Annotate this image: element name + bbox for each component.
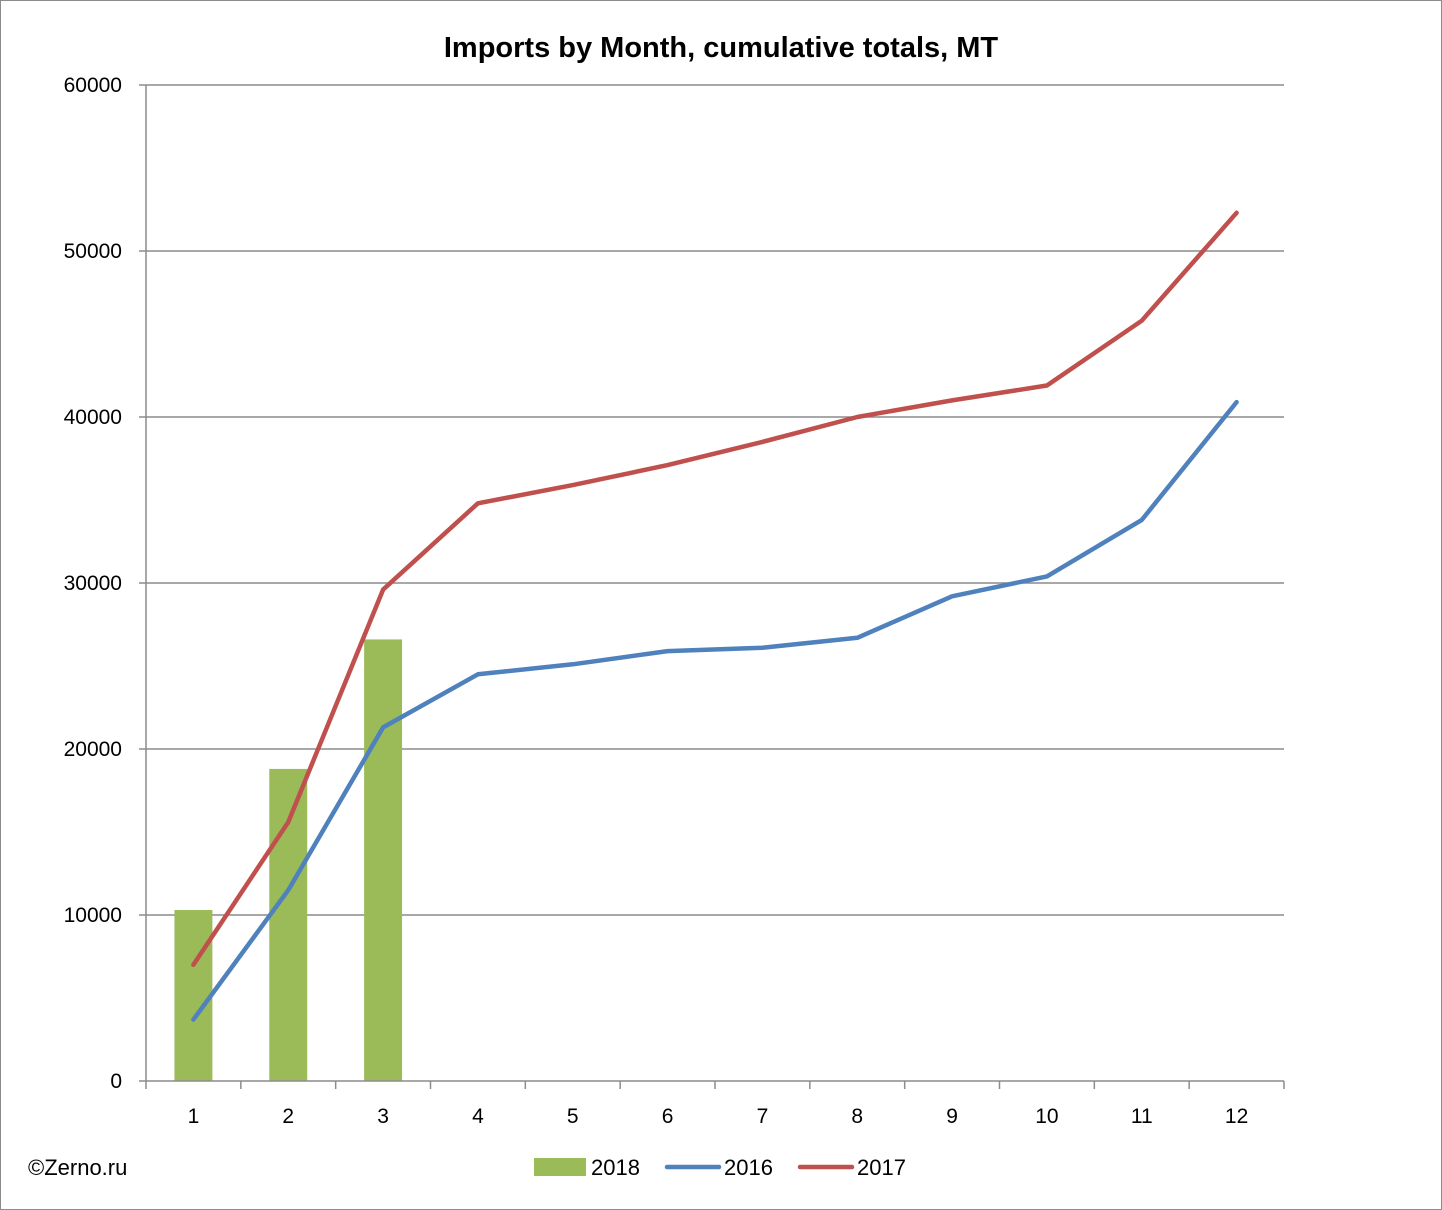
x-axis-ticks: 1 2 3 4 5 6 7 8 9 10 11 12 <box>145 1081 1285 1128</box>
series-line <box>191 210 1239 968</box>
x-tick-label: 3 <box>377 1105 389 1128</box>
line-series <box>191 210 1239 1022</box>
y-tick-label: 30000 <box>64 572 122 595</box>
y-tick-label: 10000 <box>64 904 122 927</box>
x-tick-label: 10 <box>1035 1105 1058 1128</box>
y-tick-label: 50000 <box>64 240 122 263</box>
legend-label: 2018 <box>591 1155 640 1180</box>
legend-label: 2017 <box>857 1155 906 1180</box>
legend-label: 2016 <box>724 1155 773 1180</box>
x-tick-label: 1 <box>188 1105 200 1128</box>
x-tick-label: 5 <box>567 1105 579 1128</box>
x-tick-label: 12 <box>1225 1105 1248 1128</box>
x-tick-label: 7 <box>757 1105 769 1128</box>
y-tick-label: 20000 <box>64 738 122 761</box>
x-tick-label: 6 <box>662 1105 674 1128</box>
y-tick-label: 60000 <box>64 74 122 97</box>
bar-series <box>174 639 403 1081</box>
gridlines <box>146 84 1284 916</box>
credit-text: ©Zerno.ru <box>28 1155 127 1180</box>
legend: 2018 2016 2017 <box>534 1155 906 1180</box>
y-tick-label: 40000 <box>64 406 122 429</box>
bar <box>174 910 213 1081</box>
chart-title: Imports by Month, cumulative totals, MT <box>444 32 999 64</box>
bar <box>269 768 308 1081</box>
x-tick-label: 9 <box>946 1105 958 1128</box>
y-tick-label: 0 <box>110 1070 122 1093</box>
x-tick-label: 2 <box>282 1105 294 1128</box>
series-line <box>191 399 1239 1022</box>
y-axis-ticks: 0 10000 20000 30000 40000 50000 60000 <box>64 74 146 1093</box>
x-tick-label: 4 <box>472 1105 484 1128</box>
x-tick-label: 11 <box>1131 1105 1153 1128</box>
bar <box>364 639 403 1081</box>
legend-swatch <box>534 1158 586 1176</box>
x-tick-label: 8 <box>851 1105 863 1128</box>
